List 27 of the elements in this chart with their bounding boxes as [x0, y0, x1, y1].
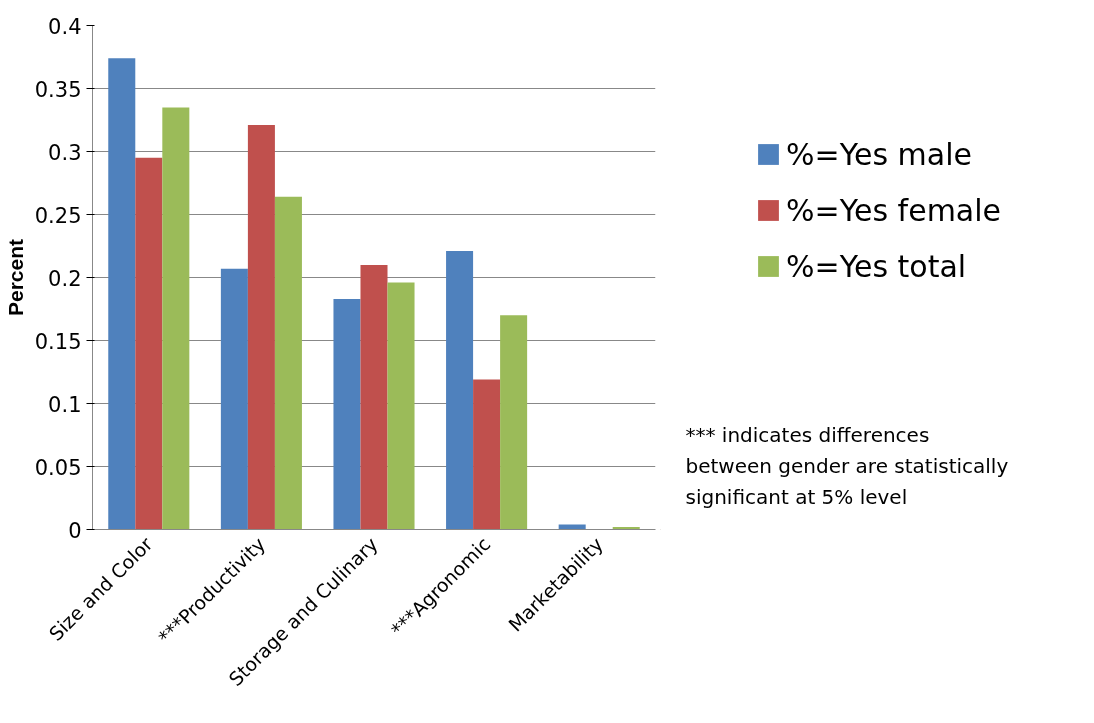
y-tick-label: 0.4	[48, 14, 82, 39]
bar	[360, 264, 388, 530]
bar	[247, 125, 275, 530]
bar	[108, 58, 136, 530]
bar	[500, 315, 528, 530]
y-tick-label: 0.1	[48, 392, 82, 417]
y-tick-label: 0.15	[34, 329, 82, 354]
bar	[135, 157, 163, 530]
legend-label: %=Yes total	[786, 248, 967, 284]
text: *** indicates differences between gender are statistically significant at 5% level	[685, 423, 1009, 510]
legend-label: %=Yes male	[786, 136, 973, 172]
legend-label: %=Yes female	[786, 192, 1002, 228]
y-tick-label: 0.25	[34, 203, 82, 228]
bar	[473, 379, 501, 530]
bar	[333, 298, 361, 530]
bar	[558, 524, 586, 530]
y-tick-label: 0.2	[48, 266, 82, 291]
bar	[274, 196, 302, 530]
y-tick-label: 0.35	[34, 77, 82, 102]
y-tick-label: 0	[68, 518, 82, 543]
y-tick-label: 0.05	[34, 455, 82, 480]
bar	[162, 107, 190, 530]
y-axis-title: Percent	[3, 238, 27, 317]
y-tick-label: 0.3	[48, 140, 82, 165]
bar	[446, 251, 474, 530]
bar	[387, 282, 415, 530]
bar	[220, 268, 248, 530]
